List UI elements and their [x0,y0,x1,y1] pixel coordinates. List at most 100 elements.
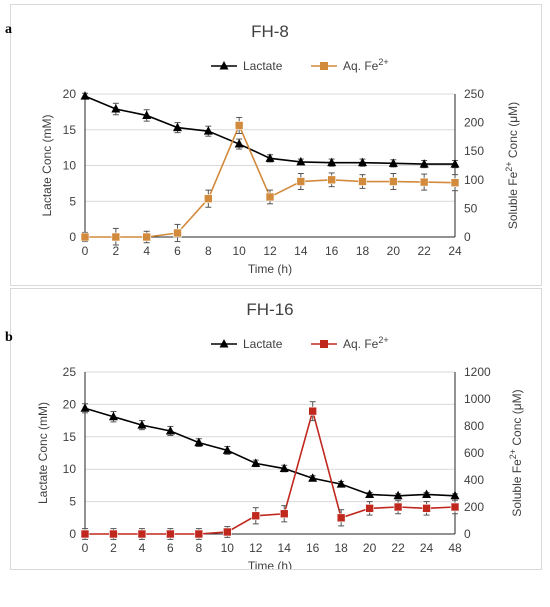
y-tick-label: 5 [69,194,76,208]
legend: Lactate Aq. Fe2+ [211,335,389,351]
x-tick-label: 16 [306,541,320,555]
y2-tick-label: 250 [464,87,484,101]
x-tick-label: 14 [278,541,292,555]
y-tick-label: 15 [63,123,77,137]
x-tick-label: 2 [110,541,117,555]
chart-panel-b: FH-16 0 5 10 15 20 25 0 200 400 600 800 1000 1200 0 2 4 6… [10,288,542,573]
y-tick-label: 10 [63,159,77,173]
data-point [80,91,90,100]
y2-tick-label: 600 [464,446,484,460]
y-tick-label: 0 [69,527,76,541]
y-tick-label: 5 [69,495,76,509]
y-tick-label: 0 [69,230,76,244]
legend-label: Lactate [243,59,283,73]
x-tick-label: 16 [325,244,339,258]
x-tick-label: 6 [167,541,174,555]
data-point [327,175,336,185]
x-tick-label: 4 [139,541,146,555]
data-point [365,504,374,513]
x-tick-label: 4 [143,244,150,258]
legend-label: Aq. Fe2+ [343,57,389,73]
series-iron [80,116,460,246]
data-point [204,194,213,203]
chart-panel-a: FH-8 0 5 10 15 20 0 50 100 150 200 250 0 2 4 6 8 10 12 14 16… [10,4,542,286]
x-tick-label: 18 [334,541,348,555]
data-point [279,509,289,519]
data-point [203,126,213,135]
x-axis-label: Time (h) [248,262,292,276]
data-point [142,110,152,119]
data-point [142,232,151,242]
y2-tick-label: 400 [464,473,484,487]
y2-tick-label: 0 [464,527,471,541]
data-point [265,153,275,162]
data-point [450,502,460,512]
x-tick-label: 48 [448,541,462,555]
y-tick-label: 20 [63,397,77,411]
x-tick-label: 18 [356,244,370,258]
data-point [450,490,460,500]
x-tick-label: 20 [387,244,401,258]
x-tick-label: 14 [294,244,308,258]
x-tick-label: 10 [232,244,246,258]
data-point [80,403,90,412]
data-point [296,177,306,186]
data-point [251,511,261,521]
legend-marker-square [320,62,328,70]
series-line [84,407,456,497]
y2-tick-label: 150 [464,144,484,158]
legend: Lactate Aq. Fe2+ [211,57,389,73]
y2-tick-label: 800 [464,419,484,433]
x-tick-label: 8 [205,244,212,258]
data-point [327,157,337,167]
data-point [173,228,182,238]
y-axis-label: Lactate Conc (mM) [36,402,50,504]
series-lactate [80,403,460,500]
x-tick-label: 8 [196,541,203,555]
x-tick-label: 24 [448,244,462,258]
x-tick-label: 22 [417,244,431,258]
data-point [194,437,204,447]
data-point [308,473,318,482]
y2-tick-label: 100 [464,173,484,187]
data-point [80,529,90,539]
data-point [265,192,275,202]
data-point [336,479,346,488]
data-point [108,411,118,421]
data-point [109,529,118,539]
legend-marker-square [320,340,328,348]
legend-marker-triangle [219,61,229,70]
data-point [393,490,403,500]
data-point [194,529,204,539]
x-tick-label: 2 [112,244,119,258]
x-tick-label: 12 [249,541,263,555]
panel-label-a: a [5,22,12,37]
data-point [234,121,244,130]
data-point [111,232,121,242]
legend-label: Lactate [243,337,283,351]
data-point [336,513,346,523]
legend-marker-triangle [219,339,229,348]
data-point [223,527,232,537]
data-point [166,529,175,539]
series-line [85,123,456,238]
x-tick-label: 22 [391,541,405,555]
x-tick-label: 0 [82,541,89,555]
data-point [251,458,261,467]
x-tick-label: 12 [263,244,277,258]
data-point [419,159,429,168]
data-point [165,425,175,435]
data-point [137,529,147,539]
series-line [85,408,456,535]
y2-tick-label: 200 [464,500,484,514]
data-point [450,159,460,168]
y-tick-label: 25 [63,365,77,379]
series-lactate [80,91,460,169]
data-point [358,157,367,167]
x-tick-label: 6 [174,244,181,258]
data-point [388,158,398,167]
data-point [111,104,121,113]
y2-tick-label: 50 [464,201,478,215]
